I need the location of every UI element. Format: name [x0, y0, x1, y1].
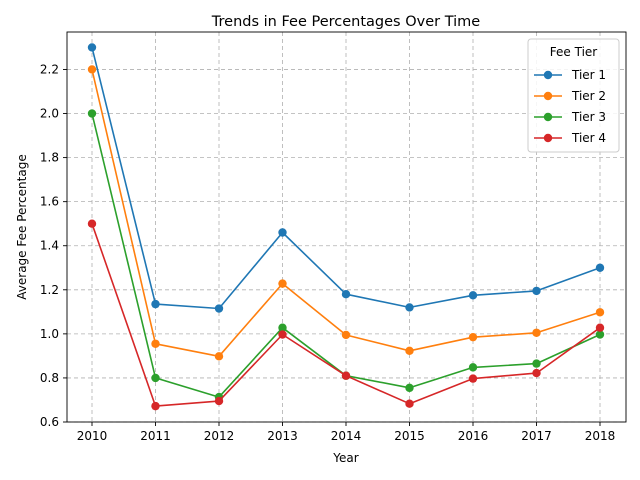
legend-label-tier-2: Tier 2 [571, 89, 606, 103]
data-point-tier-2 [595, 308, 605, 317]
data-point-tier-4 [468, 374, 478, 383]
y-axis: 0.6 0.8 1.0 1.2 1.4 1.6 1.8 2.0 2.2 [40, 62, 67, 429]
data-point-tier-2 [151, 339, 160, 348]
legend-swatch-marker-tier-3 [543, 112, 553, 122]
data-point-tier-2 [468, 332, 478, 342]
data-point-tier-4 [595, 323, 605, 332]
data-point-tier-1 [151, 299, 160, 309]
data-point-tier-2 [214, 352, 224, 361]
x-axis-label: Year [332, 451, 358, 465]
legend: Fee Tier Tier 1 Tier 2 Tier 3 Tier 4 [527, 38, 620, 153]
chart-title: Trends in Fee Percentages Over Time [211, 14, 480, 30]
x-tick-label: 2011 [140, 429, 171, 443]
data-point-tier-1 [278, 228, 287, 237]
y-tick-label: 0.6 [40, 415, 59, 429]
data-point-tier-1 [87, 43, 97, 52]
y-axis-label: Average Fee Percentage [15, 154, 29, 299]
y-tick-label: 0.8 [40, 371, 59, 385]
x-tick-label: 2012 [204, 429, 235, 443]
data-point-tier-4 [532, 368, 541, 378]
data-point-tier-1 [468, 291, 478, 300]
legend-swatch-marker-tier-1 [543, 70, 553, 80]
x-tick-label: 2017 [521, 429, 552, 443]
legend-label-tier-4: Tier 4 [571, 131, 606, 145]
legend-label-tier-1: Tier 1 [571, 68, 606, 82]
data-point-tier-4 [214, 396, 224, 406]
y-tick-label: 1.6 [40, 195, 59, 209]
data-point-tier-2 [87, 65, 97, 74]
data-point-tier-4 [405, 399, 414, 408]
data-point-tier-2 [532, 328, 541, 337]
series-line-tier-1 [91, 47, 601, 310]
data-point-tier-1 [405, 303, 414, 312]
data-point-tier-1 [214, 304, 224, 313]
data-point-tier-3 [595, 330, 605, 339]
y-tick-label: 1.8 [40, 151, 59, 165]
legend-swatch-marker-tier-4 [543, 133, 553, 143]
data-point-tier-1 [532, 286, 541, 296]
x-tick-label: 2016 [458, 429, 489, 443]
data-point-tier-3 [468, 363, 478, 372]
series-tier-1 [87, 43, 605, 313]
x-axis: 2010 2011 2012 2013 2014 2015 2016 2017 2018 [77, 422, 616, 443]
data-point-tier-4 [278, 330, 287, 339]
data-point-tier-3 [278, 323, 287, 332]
x-tick-label: 2014 [331, 429, 362, 443]
x-tick-label: 2010 [77, 429, 108, 443]
x-tick-label: 2015 [394, 429, 425, 443]
data-point-tier-4 [87, 219, 97, 228]
data-point-tier-3 [87, 109, 97, 118]
data-point-tier-3 [405, 383, 414, 393]
y-tick-label: 2.2 [40, 62, 59, 76]
data-point-tier-3 [151, 373, 160, 383]
y-tick-label: 2.0 [40, 107, 59, 121]
data-point-tier-2 [278, 279, 287, 288]
data-point-tier-4 [151, 401, 160, 411]
data-point-tier-4 [341, 371, 351, 380]
legend-box [527, 38, 620, 153]
legend-title: Fee Tier [550, 45, 598, 59]
data-point-tier-1 [595, 263, 605, 272]
y-tick-label: 1.4 [40, 239, 59, 253]
data-point-tier-3 [532, 359, 541, 368]
legend-label-tier-3: Tier 3 [571, 110, 606, 124]
data-point-tier-2 [341, 330, 351, 340]
data-point-tier-2 [405, 346, 414, 356]
y-tick-label: 1.0 [40, 327, 59, 341]
data-point-tier-1 [341, 290, 351, 299]
x-tick-label: 2018 [585, 429, 616, 443]
y-tick-label: 1.2 [40, 283, 59, 297]
series-layer [87, 43, 605, 411]
series-tier-2 [87, 65, 605, 361]
legend-swatch-marker-tier-2 [543, 91, 553, 101]
plot-frame [66, 31, 627, 423]
series-tier-4 [87, 219, 605, 411]
x-tick-label: 2013 [267, 429, 298, 443]
